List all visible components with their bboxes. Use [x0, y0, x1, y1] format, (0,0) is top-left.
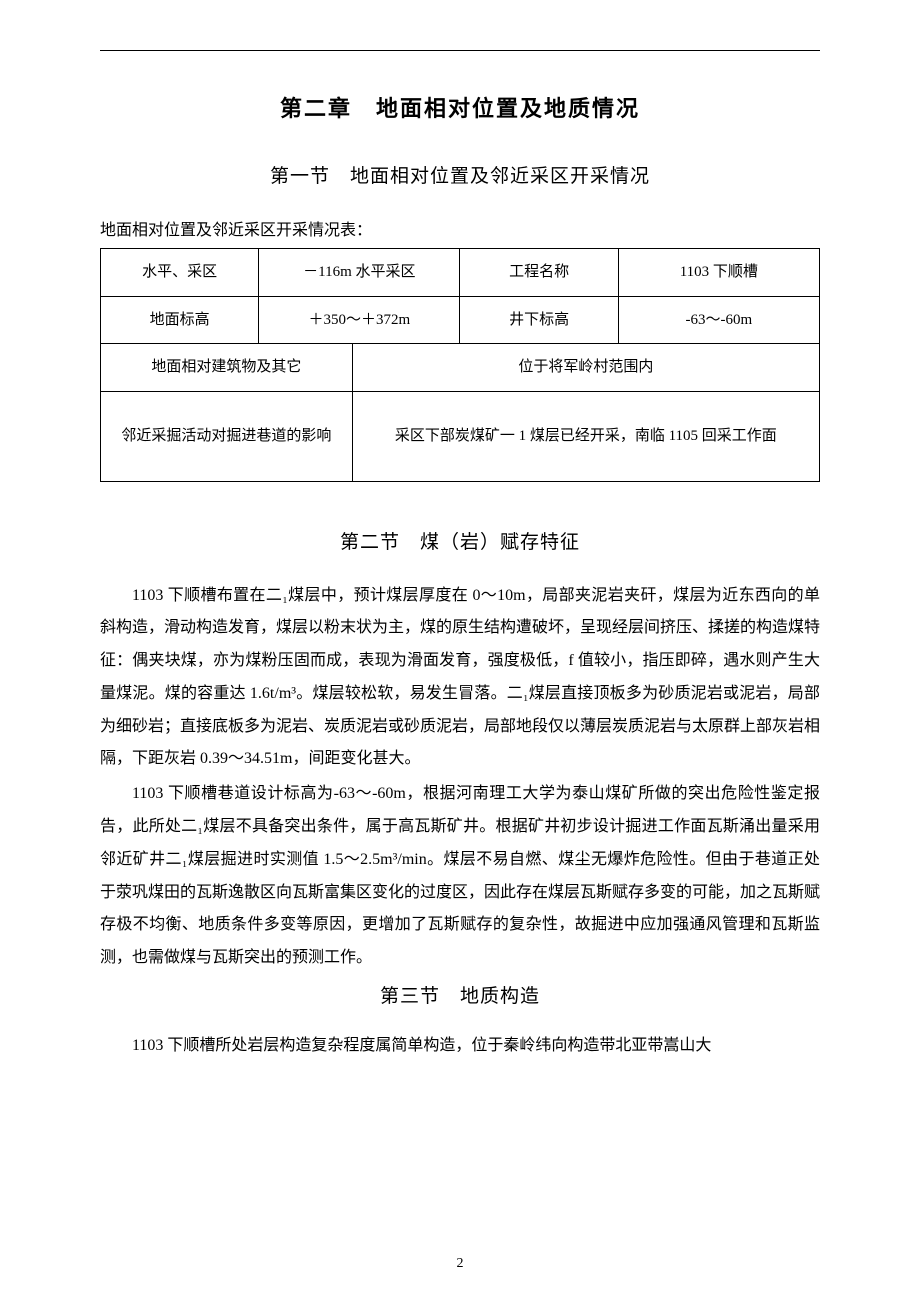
paragraph-2: 1103 下顺槽巷道设计标高为-63～-60m，根据河南理工大学为泰山煤矿所做的… — [100, 778, 820, 975]
cell-underground-elev-value: -63～-60m — [618, 296, 819, 344]
cell-buildings-label: 地面相对建筑物及其它 — [101, 344, 353, 392]
cell-mining-effect-value: 采区下部炭煤矿一 1 煤层已经开采，南临 1105 回采工作面 — [352, 391, 819, 481]
cell-buildings-value: 位于将军岭村范围内 — [352, 344, 819, 392]
cell-project-name-label: 工程名称 — [460, 249, 618, 297]
table-caption: 地面相对位置及邻近采区开采情况表： — [100, 216, 820, 240]
top-rule — [100, 50, 820, 51]
section-2-title: 第二节 煤（岩）赋存特征 — [100, 527, 820, 554]
table-row: 邻近采掘活动对掘进巷道的影响 采区下部炭煤矿一 1 煤层已经开采，南临 1105… — [101, 391, 820, 481]
cell-mining-effect-label: 邻近采掘活动对掘进巷道的影响 — [101, 391, 353, 481]
chapter-title: 第二章 地面相对位置及地质情况 — [100, 91, 820, 123]
table-row: 地面相对建筑物及其它 位于将军岭村范围内 — [101, 344, 820, 392]
cell-ground-elev-label: 地面标高 — [101, 296, 259, 344]
cell-project-name-value: 1103 下顺槽 — [618, 249, 819, 297]
cell-ground-elev-value: ＋350～＋372m — [259, 296, 460, 344]
location-table: 水平、采区 －116m 水平采区 工程名称 1103 下顺槽 地面标高 ＋350… — [100, 248, 820, 482]
section-3-title: 第三节 地质构造 — [100, 981, 820, 1008]
table-row: 地面标高 ＋350～＋372m 井下标高 -63～-60m — [101, 296, 820, 344]
section-1-title: 第一节 地面相对位置及邻近采区开采情况 — [100, 161, 820, 188]
paragraph-3: 1103 下顺槽所处岩层构造复杂程度属简单构造，位于秦岭纬向构造带北亚带嵩山大 — [100, 1030, 820, 1063]
cell-level-area-label: 水平、采区 — [101, 249, 259, 297]
paragraph-1: 1103 下顺槽布置在二₁煤层中，预计煤层厚度在 0～10m，局部夹泥岩夹矸，煤… — [100, 580, 820, 777]
table-row: 水平、采区 －116m 水平采区 工程名称 1103 下顺槽 — [101, 249, 820, 297]
cell-underground-elev-label: 井下标高 — [460, 296, 618, 344]
page-number: 2 — [0, 1256, 920, 1272]
cell-level-area-value: －116m 水平采区 — [259, 249, 460, 297]
